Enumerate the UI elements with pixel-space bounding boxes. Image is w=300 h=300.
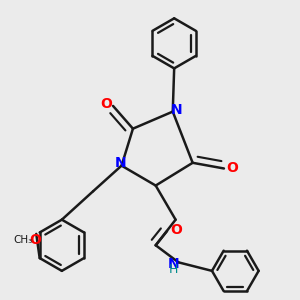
Text: N: N	[167, 257, 179, 271]
Text: N: N	[171, 103, 183, 117]
Text: O: O	[29, 232, 41, 247]
Text: CH₃: CH₃	[14, 235, 33, 244]
Text: H: H	[169, 263, 178, 276]
Text: O: O	[226, 160, 238, 175]
Text: O: O	[170, 223, 182, 237]
Text: N: N	[114, 156, 126, 170]
Text: O: O	[100, 98, 112, 112]
